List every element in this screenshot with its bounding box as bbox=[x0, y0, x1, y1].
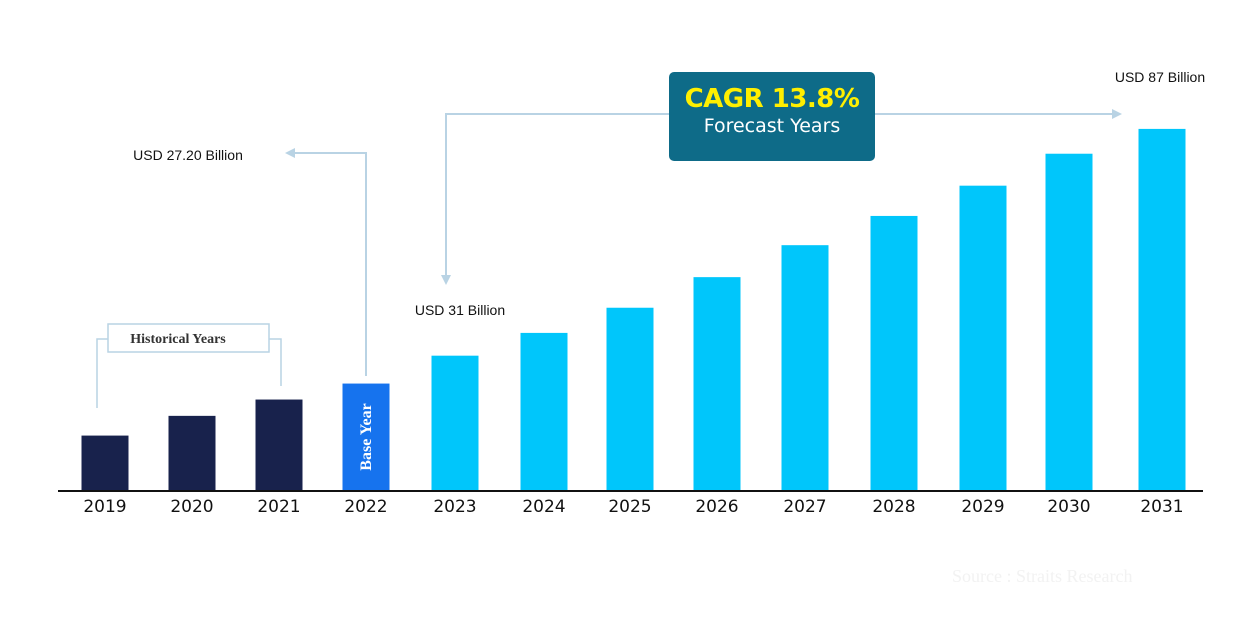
base-year-arrow bbox=[285, 148, 367, 376]
historical-bracket-right bbox=[269, 338, 282, 386]
historical-bracket bbox=[96, 338, 108, 408]
x-tick-label-2021: 2021 bbox=[257, 497, 300, 517]
bar-2026 bbox=[693, 277, 741, 491]
bar-2030 bbox=[1045, 153, 1093, 491]
bar-2031 bbox=[1138, 128, 1186, 491]
bar-2021 bbox=[255, 399, 303, 491]
usd-2031-label: USD 87 Billion bbox=[1115, 69, 1205, 85]
base-year-label: Base Year bbox=[358, 403, 375, 470]
bar-2025 bbox=[606, 307, 654, 491]
x-tick-label-2028: 2028 bbox=[872, 497, 915, 517]
x-tick-label-2022: 2022 bbox=[344, 497, 387, 517]
bar-2024 bbox=[520, 332, 568, 491]
cagr-subtitle: Forecast Years bbox=[703, 115, 841, 137]
usd-2022-label: USD 27.20 Billion bbox=[133, 147, 243, 163]
bar-2019 bbox=[81, 435, 129, 491]
x-tick-label-2026: 2026 bbox=[695, 497, 738, 517]
x-tick-label-2027: 2027 bbox=[783, 497, 826, 517]
bar-2028 bbox=[870, 215, 918, 491]
bar-2020 bbox=[168, 415, 216, 491]
bar-2023 bbox=[431, 355, 479, 491]
cagr-title: CAGR 13.8% bbox=[684, 84, 860, 114]
x-tick-label-2025: 2025 bbox=[608, 497, 651, 517]
bar-2022 bbox=[342, 383, 390, 491]
x-tick-label-2020: 2020 bbox=[170, 497, 213, 517]
historical-years-box bbox=[107, 323, 270, 353]
usd-2023-label: USD 31 Billion bbox=[415, 302, 505, 318]
x-tick-label-2023: 2023 bbox=[433, 497, 476, 517]
source-watermark: Source : Straits Research bbox=[952, 566, 1133, 586]
x-tick-label-2031: 2031 bbox=[1140, 497, 1183, 517]
bar-2027 bbox=[781, 245, 829, 491]
x-tick-label-2030: 2030 bbox=[1047, 497, 1090, 517]
historical-years-label: Historical Years bbox=[130, 332, 226, 347]
cagr-callout: CAGR 13.8% Forecast Years bbox=[669, 72, 875, 161]
x-tick-label-2029: 2029 bbox=[961, 497, 1004, 517]
cagr-arrow-left bbox=[441, 113, 669, 285]
bar-2029 bbox=[959, 185, 1007, 491]
x-tick-label-2024: 2024 bbox=[522, 497, 565, 517]
x-tick-label-2019: 2019 bbox=[83, 497, 126, 517]
